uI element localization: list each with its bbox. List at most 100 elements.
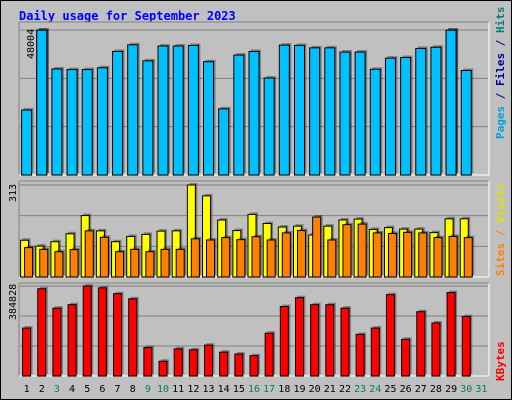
top-bar-pages-27 (415, 47, 427, 176)
y-label-part: Files (494, 52, 507, 86)
middle-bar-sites-9 (145, 251, 155, 278)
middle-bar-sites-28 (433, 237, 443, 278)
bottom-bar-kbytes-9 (143, 346, 153, 377)
x-tick-label-day-25: 25 (384, 384, 396, 395)
middle-bar-sites-6 (99, 236, 109, 278)
x-tick-label-day-12: 12 (187, 384, 199, 395)
x-tick-label-day-20: 20 (309, 384, 321, 395)
middle-bar-sites-21 (327, 239, 337, 278)
top-bar-pages-7 (112, 50, 124, 176)
x-tick-label-day-28: 28 (430, 384, 442, 395)
middle-bar-sites-30 (463, 237, 473, 278)
top-bar-pages-26 (400, 56, 412, 176)
top-bar-pages-30 (460, 69, 472, 176)
bottom-bar-kbytes-25 (385, 294, 395, 377)
x-tick-label-day-2: 2 (39, 384, 45, 395)
middle-bar-sites-25 (387, 232, 397, 278)
x-tick-label-day-3: 3 (54, 384, 60, 395)
top-bar-pages-13 (203, 61, 215, 176)
bottom-bar-kbytes-15 (234, 353, 244, 377)
x-tick-label-day-5: 5 (84, 384, 90, 395)
x-tick-label-day-26: 26 (400, 384, 412, 395)
middle-bar-sites-24 (372, 232, 382, 278)
y-label-part: KBytes (494, 341, 507, 381)
bottom-bar-kbytes-4 (67, 304, 77, 377)
x-tick-label-day-1: 1 (24, 384, 30, 395)
top-bar-pages-22 (339, 51, 351, 176)
middle-bar-sites-26 (403, 231, 413, 278)
top-bar-pages-6 (96, 67, 108, 176)
middle-y-axis-label: Sites / Visits (494, 183, 507, 276)
x-tick-label-day-11: 11 (172, 384, 184, 395)
top-bar-pages-18 (278, 44, 290, 176)
middle-bar-sites-20 (312, 216, 322, 278)
x-tick-label-day-22: 22 (339, 384, 351, 395)
x-tick-label-day-17: 17 (263, 384, 275, 395)
x-tick-label-day-8: 8 (130, 384, 136, 395)
bottom-bar-kbytes-11 (173, 348, 183, 377)
middle-bar-sites-19 (296, 230, 306, 278)
bottom-bar-kbytes-1 (22, 327, 32, 377)
bottom-bar-kbytes-27 (416, 311, 426, 377)
top-bar-pages-21 (324, 47, 336, 176)
y-label-part: / (494, 223, 507, 243)
top-bar-pages-19 (293, 44, 305, 176)
middle-bar-sites-11 (175, 248, 185, 278)
top-bar-pages-23 (354, 51, 366, 176)
bottom-ymax-label: 384828 (8, 283, 19, 320)
bottom-bar-kbytes-7 (113, 293, 123, 377)
middle-bar-sites-4 (69, 249, 79, 278)
middle-bar-sites-29 (448, 235, 458, 278)
middle-bar-sites-13 (206, 239, 216, 278)
bottom-bar-kbytes-19 (294, 297, 304, 377)
x-tick-label-day-10: 10 (157, 384, 169, 395)
middle-bar-sites-14 (221, 237, 231, 278)
bottom-bar-kbytes-16 (249, 355, 259, 377)
bottom-bar-kbytes-3 (52, 307, 62, 377)
middle-bar-sites-5 (84, 230, 94, 278)
x-tick-label-day-30: 30 (460, 384, 472, 395)
x-tick-label-day-27: 27 (415, 384, 427, 395)
top-bar-pages-12 (187, 44, 199, 176)
bottom-bar-kbytes-24 (370, 327, 380, 377)
top-bar-pages-11 (172, 45, 184, 176)
top-bar-pages-29 (445, 29, 457, 176)
x-tick-label-day-9: 9 (145, 384, 151, 395)
top-bar-pages-9 (142, 60, 154, 176)
x-tick-label-day-6: 6 (99, 384, 105, 395)
y-label-part: Sites (494, 242, 507, 276)
bottom-bar-kbytes-21 (325, 304, 335, 377)
top-bar-pages-17 (263, 77, 275, 176)
top-bar-pages-4 (66, 69, 78, 176)
x-tick-label-day-24: 24 (369, 384, 381, 395)
y-label-part: Hits (494, 6, 507, 34)
bottom-bar-kbytes-5 (82, 285, 92, 377)
top-ymax-label: 48004 (26, 28, 37, 59)
x-tick-label-day-21: 21 (324, 384, 336, 395)
x-tick-label-day-15: 15 (233, 384, 245, 395)
x-tick-label-day-16: 16 (248, 384, 260, 395)
middle-bar-sites-15 (236, 239, 246, 278)
middle-bar-sites-27 (418, 232, 428, 278)
y-label-part: Visits (494, 183, 507, 223)
top-bar-pages-10 (157, 45, 169, 176)
x-tick-label-day-18: 18 (278, 384, 290, 395)
middle-bar-sites-2 (39, 248, 49, 278)
top-bar-pages-5 (81, 69, 93, 176)
x-tick-label-day-19: 19 (293, 384, 305, 395)
chart-title: Daily usage for September 2023 (19, 9, 236, 23)
bottom-bar-kbytes-30 (461, 316, 471, 377)
top-bar-pages-2 (36, 29, 48, 176)
x-tick-label-day-7: 7 (115, 384, 121, 395)
x-tick-label-day-14: 14 (218, 384, 230, 395)
top-bar-pages-1 (21, 109, 33, 176)
top-bar-pages-24 (369, 68, 381, 176)
middle-bar-sites-17 (266, 239, 276, 278)
top-bar-pages-8 (127, 44, 139, 176)
bottom-y-axis-label: KBytes (494, 341, 507, 381)
bottom-bar-kbytes-10 (158, 360, 168, 377)
top-y-axis-label: Pages / Files / Hits (494, 7, 507, 140)
bottom-bar-kbytes-20 (310, 304, 320, 377)
x-tick-label-day-29: 29 (445, 384, 457, 395)
